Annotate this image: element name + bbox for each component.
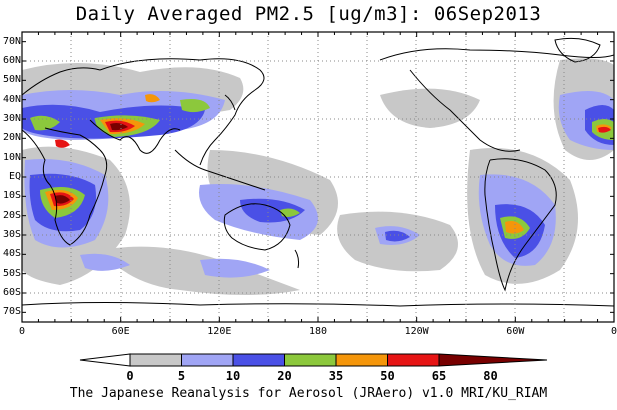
- colorbar: [79, 353, 548, 367]
- colorbar-segment-0: [79, 353, 131, 367]
- coast-greenland: [554, 37, 601, 63]
- colorbar-segment-4: [284, 353, 337, 367]
- lon-label: 0: [610, 326, 617, 337]
- coast-africa-europe: [22, 67, 108, 246]
- lat-label: 20N: [2, 132, 21, 144]
- coast-namerica: [379, 48, 614, 152]
- colorbar-tick-label: 0: [126, 369, 134, 383]
- lat-label: 30N: [2, 113, 21, 124]
- concentration-field: [22, 37, 614, 307]
- colorbar-tick-label: 80: [483, 369, 498, 383]
- lat-label: 10S: [2, 190, 21, 202]
- lon-label: 0: [18, 326, 26, 337]
- coast-antarctica: [22, 302, 614, 307]
- colorbar-tick-label: 20: [277, 369, 292, 383]
- colorbar-segment-6: [387, 353, 440, 367]
- plume-grey-npac: [380, 88, 480, 128]
- lat-label: EQ: [8, 171, 21, 182]
- coast-japan: [224, 94, 236, 111]
- colorbar-tick-label: 50: [380, 369, 395, 383]
- lat-label: 10N: [2, 151, 21, 163]
- lat-label: 50S: [2, 267, 21, 279]
- lat-label: 60S: [2, 287, 21, 298]
- lat-label: 20S: [2, 209, 21, 221]
- lon-label: 120E: [207, 326, 232, 337]
- coast-nz: [294, 249, 300, 269]
- plume-grey-indian: [100, 246, 300, 295]
- coast-se-asia: [174, 149, 266, 191]
- colorbar-tick-label: 5: [177, 369, 186, 383]
- axis-ticks: [22, 32, 614, 322]
- coast-australia: [223, 203, 291, 251]
- lat-label: 60N: [2, 55, 21, 66]
- colorbar-segment-1: [129, 353, 182, 367]
- footer-credit: The Japanese Reanalysis for Aerosol (JRA…: [69, 386, 548, 401]
- lat-label: 70N: [2, 35, 21, 47]
- colorbar-tick-label: 65: [431, 369, 447, 383]
- lon-label: 60E: [111, 326, 130, 337]
- lat-label: 70S: [2, 306, 21, 318]
- colorbar-segment-5: [335, 353, 388, 367]
- lat-label: 30S: [2, 229, 21, 240]
- colorbar-segment-3: [232, 353, 285, 367]
- colorbar-tick-label: 10: [225, 369, 241, 383]
- colorbar-segment-2: [181, 353, 234, 367]
- colorbar-segment-7: [438, 353, 548, 367]
- lon-label: 120W: [404, 326, 429, 337]
- grid-lines: [22, 32, 614, 322]
- lon-label: 180: [308, 326, 328, 337]
- lat-label: 40N: [2, 93, 21, 105]
- lat-label: 50N: [2, 74, 21, 86]
- coast-samerica: [484, 158, 557, 292]
- lon-label: 60W: [506, 326, 525, 337]
- coast-asia: [99, 58, 265, 166]
- lat-label: 40S: [2, 248, 21, 260]
- colorbar-tick-label: 35: [328, 369, 344, 383]
- coast-arabia-india: [89, 119, 181, 154]
- map-title: Daily Averaged PM2.5 [ug/m3]: 06Sep2013: [75, 3, 542, 25]
